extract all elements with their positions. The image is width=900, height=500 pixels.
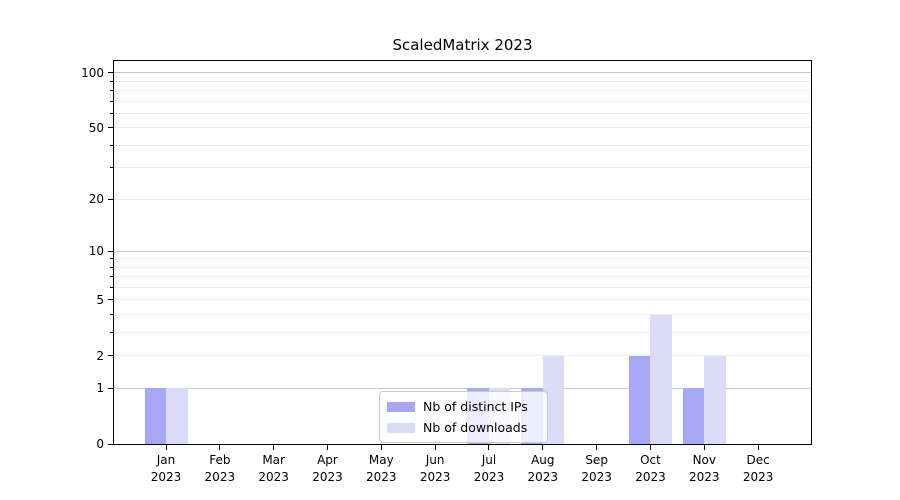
y-tick-5 [108,299,113,301]
y-tick-label-100: 100 [81,65,104,80]
x-tick-jan [165,445,167,450]
x-tick-nov [703,445,705,450]
x-tick-mar [273,445,275,450]
bar-distinct-ips-oct [628,355,651,444]
gridline-major-10 [114,250,811,252]
gridline-minor-3 [114,332,811,334]
y-minor-tick-9 [110,258,113,260]
gridline-minor-8 [114,266,811,268]
gridline-minor-9 [114,258,811,260]
gridline-minor-90 [114,80,811,82]
gridline-minor-4 [114,314,811,316]
y-tick-label-0: 0 [96,437,104,451]
bar-distinct-ips-jan [144,388,166,444]
x-tick-sep [596,445,598,450]
y-minor-tick-8 [110,266,113,268]
gridline-major-1 [114,387,811,389]
y-minor-tick-40 [110,144,113,146]
gridline-minor-7 [114,276,811,278]
x-tick-dec [757,445,759,450]
x-tick-aug [542,445,544,450]
y-tick-label-5: 5 [96,292,104,307]
gridline-minor-50 [114,127,811,129]
x-tick-label-nov: Nov 2023 [689,453,720,484]
gridline-minor-2 [114,355,811,357]
x-tick-label-may: May 2023 [366,453,397,484]
x-tick-feb [219,445,221,450]
bar-distinct-ips-nov [682,388,705,444]
legend-item-downloads: Nb of downloads [387,419,539,436]
gridline-minor-30 [114,167,811,169]
legend-label-distinct-ips: Nb of distinct IPs [423,399,528,414]
gridline-minor-80 [114,90,811,92]
chart-title: ScaledMatrix 2023 [392,36,533,54]
gridline-minor-40 [114,144,811,146]
legend-label-downloads: Nb of downloads [423,420,528,435]
y-tick-label-1: 1 [96,381,104,396]
y-tick-1 [108,387,113,389]
x-tick-label-aug: Aug 2023 [527,453,559,484]
y-minor-tick-3 [110,332,113,333]
x-tick-apr [326,445,328,450]
legend: Nb of distinct IPs Nb of downloads [379,391,548,443]
x-tick-label-dec: Dec 2023 [742,453,774,484]
y-minor-tick-70 [110,100,113,102]
legend-swatch-distinct-ips [387,401,415,412]
y-tick-2 [108,355,113,357]
bar-downloads-nov [704,355,726,444]
bar-downloads-aug [542,355,565,444]
x-tick-label-jun: Jun 2023 [419,453,451,484]
y-tick-label-20: 20 [88,192,104,207]
y-tick-50 [108,127,113,129]
y-tick-label-2: 2 [96,348,104,363]
gridline-minor-5 [114,299,811,301]
y-minor-tick-90 [110,80,113,82]
x-tick-may [380,445,382,450]
x-tick-oct [649,445,651,450]
y-tick-10 [108,250,113,252]
legend-swatch-downloads [387,422,415,433]
y-minor-tick-80 [110,90,113,92]
x-tick-label-oct: Oct 2023 [635,453,666,484]
legend-item-distinct-ips: Nb of distinct IPs [387,398,539,415]
x-tick-label-sep: Sep 2023 [581,453,612,484]
gridline-minor-60 [114,112,811,114]
y-tick-label-10: 10 [88,244,104,259]
plot-area: Nb of distinct IPs Nb of downloads [113,60,812,445]
x-tick-label-feb: Feb 2023 [204,453,236,484]
y-minor-tick-4 [110,314,113,316]
gridline-minor-70 [114,100,811,102]
bar-downloads-jan [166,388,188,444]
y-minor-tick-6 [110,286,113,288]
gridline-major-100 [114,72,811,74]
y-tick-100 [108,72,113,74]
x-tick-label-jan: Jan 2023 [150,453,182,484]
x-tick-jul [488,445,490,450]
y-minor-tick-60 [110,112,113,114]
x-tick-label-jul: Jul 2023 [473,453,505,484]
y-tick-20 [108,198,113,200]
y-tick-label-50: 50 [88,120,104,135]
bar-downloads-oct [650,314,672,444]
gridline-minor-6 [114,287,811,288]
y-tick-0 [108,443,113,445]
x-tick-label-mar: Mar 2023 [258,453,289,484]
gridline-minor-20 [114,198,811,200]
y-minor-tick-30 [110,167,113,169]
x-tick-jun [434,445,436,450]
y-minor-tick-7 [110,276,113,278]
x-tick-label-apr: Apr 2023 [312,453,343,484]
